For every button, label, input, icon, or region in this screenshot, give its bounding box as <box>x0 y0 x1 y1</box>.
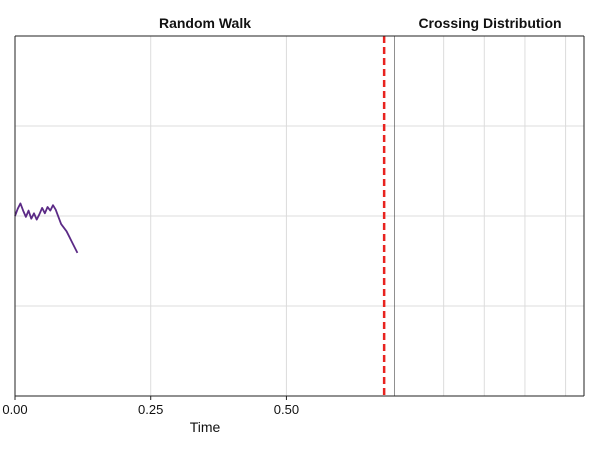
random-walk-title: Random Walk <box>159 15 251 31</box>
x-tick-label: 0.25 <box>138 402 163 417</box>
random-walk-panel: 0.00 0.25 0.50 Random Walk Time <box>2 15 396 435</box>
x-tick-label: 0.00 <box>2 402 27 417</box>
crossing-distribution-gridlines <box>395 36 584 396</box>
crossing-distribution-panel: Crossing Distribution <box>395 15 585 397</box>
random-walk-x-axis-label: Time <box>190 419 221 435</box>
crossing-distribution-title: Crossing Distribution <box>418 15 561 31</box>
random-walk-x-ticks: 0.00 0.25 0.50 <box>2 396 299 417</box>
x-tick-label: 0.50 <box>274 402 299 417</box>
random-walk-gridlines <box>15 36 395 396</box>
crossing-distribution-frame <box>395 35 585 397</box>
walk-series-line <box>14 202 79 254</box>
